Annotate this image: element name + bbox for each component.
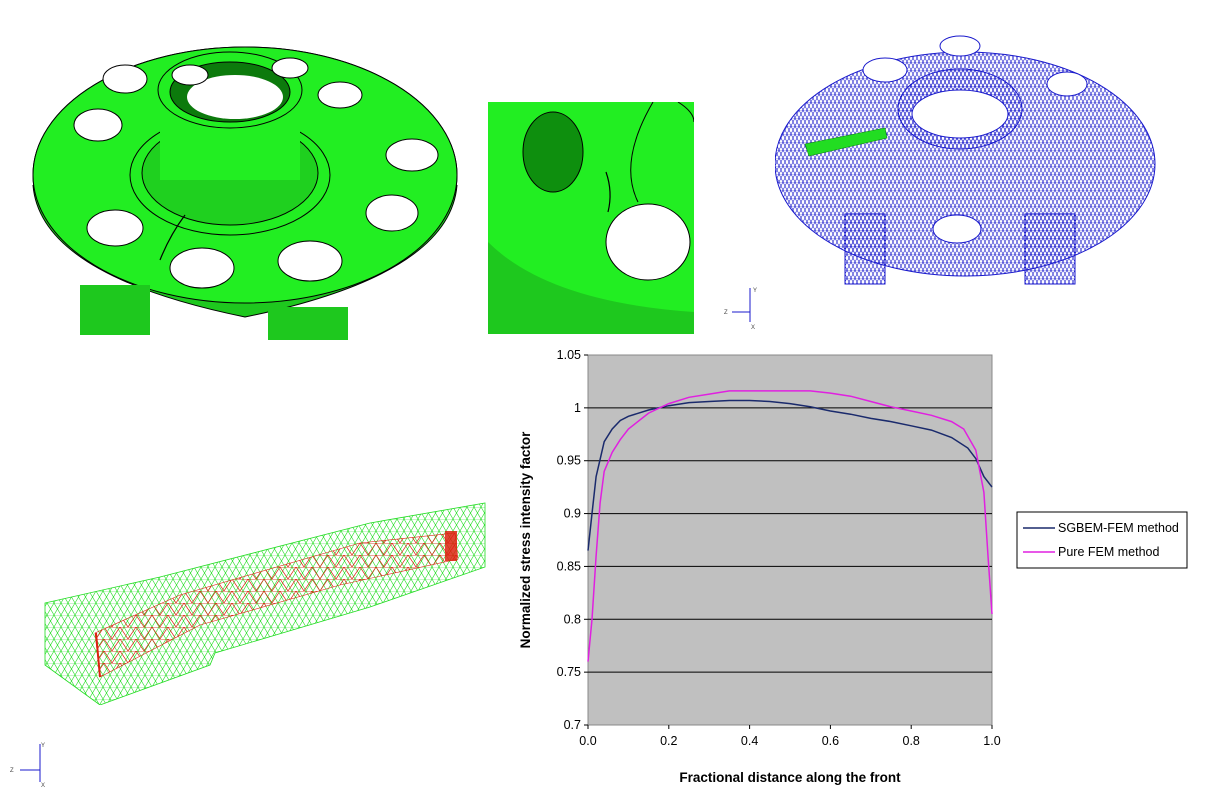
flange-mesh-render — [775, 35, 1156, 285]
axis-y-label: Y — [41, 743, 45, 749]
grid-lines — [588, 407, 992, 673]
axis-x-label: X — [41, 783, 45, 788]
series-line-fem — [587, 390, 993, 662]
crack-mesh-render — [44, 502, 486, 705]
y-tick-labels: 0.7 0.75 0.8 0.85 0.9 0.95 1 1.05 — [557, 348, 588, 732]
y-tick-label: 0.95 — [557, 454, 581, 468]
axis-z-label: Z — [10, 768, 14, 774]
y-tick-label: 0.9 — [564, 507, 581, 521]
legend-label-sgbem: SGBEM-FEM method — [1058, 521, 1179, 535]
x-axis-label: Fractional distance along the front — [679, 770, 901, 785]
axis-triad-top: Y Z X — [724, 288, 757, 330]
y-tick-label: 0.75 — [557, 665, 581, 679]
x-tick-label: 0.8 — [903, 734, 920, 748]
x-tick-label: 0.4 — [741, 734, 758, 748]
axis-y-label: Y — [753, 288, 757, 294]
x-tick-label: 0.2 — [660, 734, 677, 748]
axis-x-label: X — [751, 325, 755, 330]
x-tick-label: 0.6 — [822, 734, 839, 748]
axis-z-label: Z — [724, 310, 728, 316]
plot-area — [587, 354, 993, 726]
y-tick-label: 0.7 — [564, 718, 581, 732]
y-tick-label: 0.85 — [557, 559, 581, 573]
series-line-sgbem — [587, 399, 993, 551]
flange-solid-render — [32, 46, 458, 340]
x-tick-label: 1.0 — [983, 734, 1000, 748]
x-tick-label: 0.0 — [579, 734, 596, 748]
legend-label-fem: Pure FEM method — [1058, 545, 1159, 559]
y-tick-label: 0.8 — [564, 612, 581, 626]
series-lines — [587, 390, 993, 662]
axis-triad-bottom: Y Z X — [10, 743, 45, 788]
y-tick-label: 1 — [574, 401, 581, 415]
x-tick-labels: 0.0 0.2 0.4 0.6 0.8 1.0 — [579, 725, 1001, 748]
legend-box — [1016, 511, 1188, 569]
y-axis-label: Normalized stress intensity factor — [518, 431, 533, 649]
y-tick-label: 1.05 — [557, 348, 581, 362]
legend: SGBEM-FEM method Pure FEM method — [1016, 511, 1188, 569]
flange-zoom-render — [488, 102, 694, 334]
